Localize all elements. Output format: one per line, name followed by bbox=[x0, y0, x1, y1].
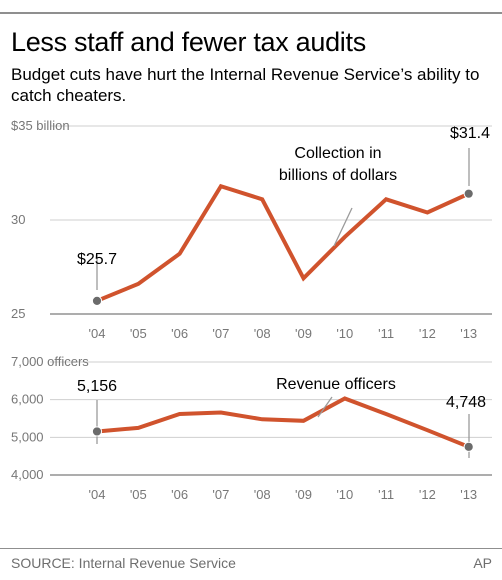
x-tick-label: '13 bbox=[460, 326, 477, 341]
x-tick-label: '10 bbox=[336, 326, 353, 341]
officers-chart: 4,000 5,000 6,000 7,000 officers '04 '05 '06 '0… bbox=[11, 354, 492, 502]
x-tick-label: '08 bbox=[254, 487, 271, 502]
x-tick-label: '07 bbox=[212, 326, 229, 341]
x-tick-label: '05 bbox=[130, 326, 147, 341]
annotation-leader bbox=[317, 396, 333, 418]
endpoint-marker bbox=[91, 295, 103, 306]
x-tick-label: '11 bbox=[378, 326, 394, 341]
endpoint-marker bbox=[463, 441, 474, 452]
y-tick-label: 25 bbox=[11, 306, 25, 321]
annotation-label: Revenue officers bbox=[276, 376, 396, 393]
x-tick-label: '13 bbox=[460, 487, 477, 502]
x-tick-label: '06 bbox=[171, 487, 188, 502]
x-tick-label: '09 bbox=[295, 487, 312, 502]
x-tick-label: '05 bbox=[130, 487, 147, 502]
y-tick-label: 4,000 bbox=[11, 467, 44, 482]
x-tick-label: '04 bbox=[89, 326, 106, 341]
endpoint-marker bbox=[463, 188, 474, 199]
endpoint-marker bbox=[91, 426, 103, 437]
y-tick-label: 30 bbox=[11, 212, 25, 227]
collections-chart: 25 30 $35 billion '04 '05 '06 '07 '08 '09 '10 '11 '… bbox=[11, 118, 492, 341]
credit-label: AP bbox=[473, 555, 492, 571]
x-tick-label: '07 bbox=[212, 487, 229, 502]
annotation-leader bbox=[333, 207, 353, 247]
x-tick-label: '04 bbox=[89, 487, 106, 502]
x-tick-label: '09 bbox=[295, 326, 312, 341]
top-rule bbox=[0, 12, 502, 14]
series-line bbox=[96, 396, 470, 449]
y-tick-label: 7,000 officers bbox=[11, 354, 89, 369]
annotation-label: 5,156 bbox=[77, 378, 117, 395]
y-tick-label: 6,000 bbox=[11, 392, 44, 407]
chart-subtitle: Budget cuts have hurt the Internal Reven… bbox=[11, 65, 480, 105]
x-tick-label: '12 bbox=[419, 326, 436, 341]
x-tick-label: '10 bbox=[336, 487, 353, 502]
annotation-label: 4,748 bbox=[446, 394, 486, 411]
annotation-label: Collection in bbox=[294, 145, 381, 162]
annotation-label: billions of dollars bbox=[279, 167, 397, 184]
source-note: SOURCE: Internal Revenue Service bbox=[11, 555, 236, 571]
annotation-label: $31.4 bbox=[450, 125, 490, 142]
annotation-label: $25.7 bbox=[77, 251, 117, 268]
x-tick-label: '11 bbox=[378, 487, 394, 502]
y-tick-label: $35 billion bbox=[11, 118, 70, 133]
bottom-rule bbox=[0, 548, 502, 549]
x-tick-label: '06 bbox=[171, 326, 188, 341]
x-tick-label: '08 bbox=[254, 326, 271, 341]
chart-title: Less staff and fewer tax audits bbox=[11, 27, 366, 57]
y-tick-label: 5,000 bbox=[11, 429, 44, 444]
series-line bbox=[96, 183, 470, 303]
x-tick-label: '12 bbox=[419, 487, 436, 502]
